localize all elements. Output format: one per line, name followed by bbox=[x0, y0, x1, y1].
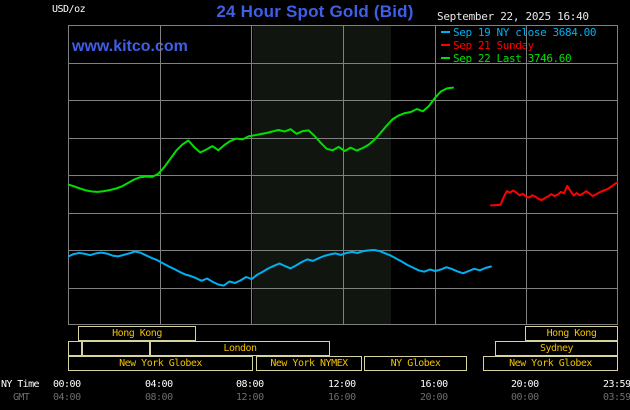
x-axis-tick-label-ny: 00:00 bbox=[53, 379, 81, 390]
market-session-box: NY Globex bbox=[364, 356, 467, 371]
legend-item: Sep 19 NY close 3684.00 bbox=[441, 26, 597, 39]
market-session-box: Hong Kong bbox=[78, 326, 196, 341]
market-session-box bbox=[68, 341, 82, 356]
timestamp: September 22, 2025 16:40 bbox=[437, 10, 589, 23]
x-axis-tick-label-ny: 20:00 bbox=[511, 379, 539, 390]
grid-line-vertical bbox=[251, 25, 252, 325]
legend-label: Sep 21 Sunday bbox=[453, 39, 534, 52]
x-axis-tick-label-gmt: 04:00 bbox=[53, 392, 81, 403]
legend-color-swatch bbox=[441, 57, 450, 59]
legend-label: Sep 22 Last 3746.60 bbox=[453, 52, 572, 65]
grid-line-vertical bbox=[526, 25, 527, 325]
y-axis-unit-label: USD/oz bbox=[52, 4, 86, 15]
gmt-row-label: GMT bbox=[13, 392, 30, 403]
x-axis-tick-label-ny: 08:00 bbox=[236, 379, 264, 390]
price-series-svg bbox=[68, 86, 618, 287]
price-line-series bbox=[68, 86, 454, 193]
x-axis-tick-label-gmt: 12:00 bbox=[236, 392, 264, 403]
legend-color-swatch bbox=[441, 31, 450, 33]
market-session-box: Hong Kong bbox=[525, 326, 618, 341]
x-axis-tick-label-gmt: 20:00 bbox=[420, 392, 448, 403]
chart-legend: Sep 19 NY close 3684.00 Sep 21 Sunday Sep … bbox=[441, 26, 597, 65]
ny-time-row-label: NY Time bbox=[1, 379, 40, 390]
page-title: 24 Hour Spot Gold (Bid) bbox=[216, 2, 414, 21]
x-axis-tick-label-ny: 12:00 bbox=[328, 379, 356, 390]
x-axis-tick-label-gmt: 03:59 bbox=[603, 392, 630, 403]
x-axis-tick-label-ny: 04:00 bbox=[145, 379, 173, 390]
x-axis-tick-label-ny: 23:59 bbox=[603, 379, 630, 390]
x-axis-tick-label-ny: 16:00 bbox=[420, 379, 448, 390]
plot-area bbox=[68, 25, 618, 325]
price-line-series bbox=[490, 181, 618, 207]
market-session-box: London bbox=[150, 341, 330, 356]
x-axis-tick-label-gmt: 16:00 bbox=[328, 392, 356, 403]
legend-label: Sep 19 NY close 3684.00 bbox=[453, 26, 597, 39]
market-session-box: New York Globex bbox=[68, 356, 253, 371]
legend-item: Sep 21 Sunday bbox=[441, 39, 596, 52]
grid-line-vertical bbox=[343, 25, 344, 325]
legend-color-swatch bbox=[441, 44, 450, 46]
market-session-box bbox=[82, 341, 150, 356]
price-line-series bbox=[68, 249, 492, 287]
x-axis-tick-label-gmt: 00:00 bbox=[511, 392, 539, 403]
x-axis-tick-label-gmt: 08:00 bbox=[145, 392, 173, 403]
legend-item: Sep 22 Last 3746.60 bbox=[441, 52, 596, 65]
market-session-bars: Hong Kong London New York Globex New York N… bbox=[0, 326, 630, 376]
market-session-box: Sydney bbox=[495, 341, 618, 356]
market-session-box: New York Globex bbox=[483, 356, 618, 371]
market-session-box: New York NYMEX bbox=[256, 356, 362, 371]
kitco-watermark: www.kitco.com bbox=[72, 38, 188, 55]
grid-line-vertical bbox=[160, 25, 161, 325]
grid-line-vertical bbox=[435, 25, 436, 325]
plot-border bbox=[68, 25, 618, 325]
